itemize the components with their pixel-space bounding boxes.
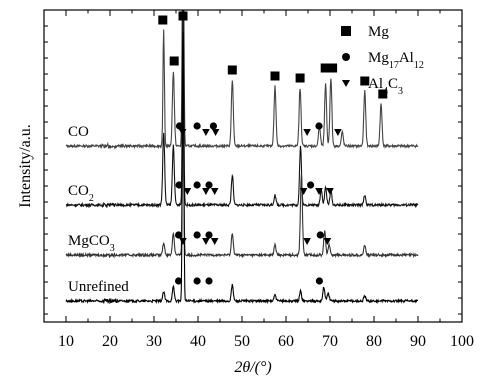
text-part: Mg [368, 50, 389, 66]
marker-al4c3-triangle [334, 129, 342, 136]
text-part: C [388, 76, 398, 92]
xrd-curve-unrefined [65, 31, 418, 305]
marker-mg17al12-circle [193, 122, 201, 130]
marker-al4c3-triangle [303, 238, 311, 245]
xrd-curve-co2 [65, 9, 419, 209]
subscript: 3 [398, 86, 403, 97]
curve-label-unrefined: Unrefined [68, 279, 129, 295]
curve-label-co: CO [68, 124, 89, 140]
marker-al4c3-triangle [211, 129, 220, 136]
text-part: Mg [368, 24, 389, 40]
subscript: 4 [383, 86, 388, 97]
subscript: 17 [389, 60, 399, 71]
marker-al4c3-triangle [183, 188, 192, 195]
x-tick-label: 10 [58, 333, 74, 350]
x-tick-label: 90 [410, 333, 426, 350]
marker-mg17al12-circle [193, 231, 201, 239]
text-part: CO [68, 183, 89, 199]
marker-mg-square [178, 11, 188, 21]
marker-mg17al12-circle [307, 181, 315, 189]
x-tick-label: 50 [234, 333, 250, 350]
marker-al4c3-triangle [303, 129, 311, 136]
y-axis-title: Intensity/a.u. [17, 124, 34, 208]
marker-mg-square [227, 65, 237, 75]
marker-mg-square [360, 76, 370, 86]
marker-al4c3-triangle [210, 188, 219, 195]
marker-mg-square [378, 89, 388, 99]
marker-al4c3-triangle [202, 188, 210, 195]
marker-mg-square [295, 73, 305, 83]
x-tick-label: 30 [146, 333, 162, 350]
marker-mg17al12-circle [209, 122, 217, 130]
marker-al4c3-triangle [323, 238, 332, 245]
marker-mg17al12-circle [193, 277, 201, 285]
marker-mg17al12-circle [175, 231, 183, 239]
x-tick-label: 70 [322, 333, 338, 350]
marker-mg17al12-circle [175, 277, 183, 285]
legend-triangle-icon [342, 80, 350, 87]
subscript: 3 [110, 243, 115, 254]
text-part: MgCO [68, 233, 110, 249]
phase-markers-layer [158, 11, 388, 285]
marker-mg-square [320, 63, 330, 73]
marker-al4c3-triangle [315, 188, 323, 195]
marker-al4c3-triangle [179, 238, 187, 245]
legend-label-0: Mg [368, 24, 389, 40]
marker-mg-square [328, 63, 338, 73]
x-tick-label: 20 [102, 333, 118, 350]
legend-label-1: Mg17Al12 [368, 50, 424, 71]
curves-layer [65, 9, 419, 305]
marker-mg17al12-circle [193, 181, 201, 189]
marker-mg-square [169, 56, 179, 66]
marker-mg-square [270, 71, 280, 81]
marker-mg17al12-circle [175, 122, 184, 130]
text-part: Unrefined [68, 279, 129, 295]
marker-mg17al12-circle [315, 122, 323, 130]
legend-square-icon [341, 26, 351, 36]
marker-al4c3-triangle [326, 188, 334, 195]
marker-mg17al12-circle [175, 181, 183, 189]
marker-al4c3-triangle [202, 238, 210, 245]
legend-label-2: Al4C3 [368, 76, 403, 97]
text-part: CO [68, 124, 89, 140]
x-tick-label: 100 [450, 333, 474, 350]
x-axis-title: 2θ/(°) [234, 359, 271, 376]
text-part: Al [399, 50, 414, 66]
subscript: 12 [414, 60, 424, 71]
marker-mg17al12-circle [205, 181, 213, 189]
marker-al4c3-triangle [178, 129, 187, 136]
x-tick-label: 40 [190, 333, 206, 350]
x-tick-label: 80 [366, 333, 382, 350]
xrd-curve-co [65, 9, 419, 150]
axes-layer [43, 9, 463, 323]
curve-label-mgco3: MgCO3 [68, 233, 115, 254]
marker-mg-square [158, 15, 168, 25]
marker-al4c3-triangle [202, 129, 210, 136]
subscript: 2 [89, 193, 94, 204]
marker-mg17al12-circle [205, 231, 213, 239]
marker-al4c3-triangle [299, 188, 308, 195]
x-tick-label: 60 [278, 333, 294, 350]
plot-frame [43, 9, 463, 323]
marker-mg17al12-circle [315, 277, 323, 285]
text-part: Al [368, 76, 383, 92]
xrd-curve-mgco3 [65, 94, 419, 259]
curve-label-co2: CO2 [68, 183, 94, 204]
marker-mg17al12-circle [205, 277, 213, 285]
legend-circle-icon [342, 53, 350, 61]
marker-mg17al12-circle [316, 231, 324, 239]
marker-al4c3-triangle [210, 238, 219, 245]
